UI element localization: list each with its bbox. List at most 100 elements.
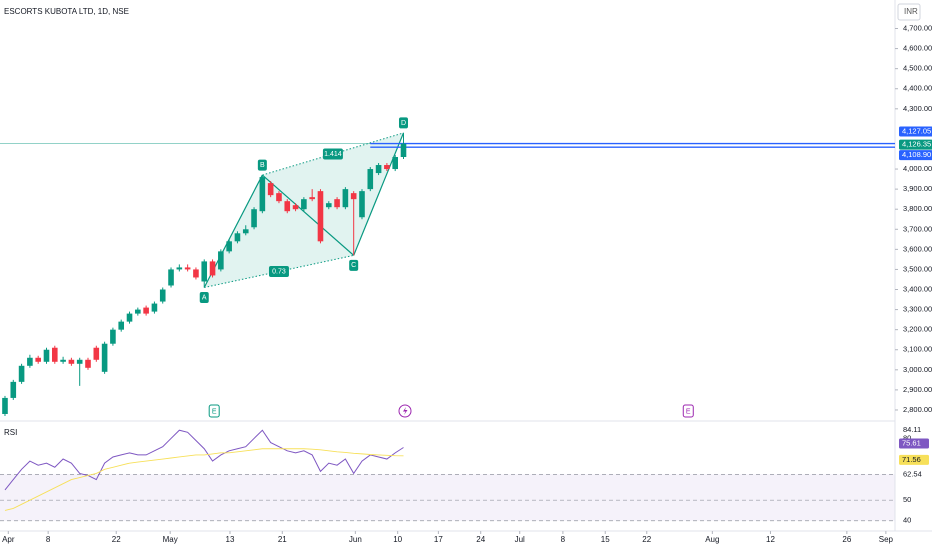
x-tick-label: Apr — [2, 535, 15, 544]
candle-body — [176, 267, 183, 270]
y-tick-label: 4,300.00 — [903, 104, 932, 113]
point-label: C — [351, 262, 356, 269]
point-box — [398, 117, 408, 129]
y-tick-label: 3,600.00 — [903, 244, 932, 253]
y-tick-label: 3,700.00 — [903, 224, 932, 233]
price-tag-label: 4,108.90 — [902, 150, 931, 159]
candle-body — [118, 321, 125, 330]
x-tick-label: Aug — [705, 535, 719, 544]
price-tag-label: 4,127.05 — [902, 127, 931, 136]
rsi-line — [4, 448, 404, 511]
x-tick-label: Sep — [879, 535, 894, 544]
candle-body — [68, 359, 75, 364]
candle-body — [242, 229, 249, 234]
candle-body — [151, 303, 158, 312]
x-tick-label: 8 — [46, 535, 51, 544]
candle-body — [325, 203, 332, 208]
candle-body — [51, 347, 58, 362]
candle-body — [350, 193, 357, 200]
pattern-ratio-line — [204, 254, 354, 288]
candle-body — [35, 357, 41, 362]
ratio-label: 0.73 — [272, 268, 286, 275]
candle-body — [259, 177, 266, 212]
y-tick-label: 4,500.00 — [903, 64, 932, 73]
y2-tick-label: 62.54 — [903, 469, 922, 478]
candle-body — [267, 183, 274, 196]
candle-body — [342, 189, 349, 208]
event-marker[interactable] — [208, 404, 220, 418]
y2-tick-label: 40 — [903, 516, 911, 525]
y-tick-label: 2,800.00 — [903, 405, 932, 414]
candle-body — [159, 289, 166, 302]
x-tick-label: 12 — [766, 535, 775, 544]
event-label: E — [212, 408, 217, 415]
candle-body — [301, 199, 307, 210]
candle-body — [27, 357, 33, 366]
chart-title: ESCORTS KUBOTA LTD, 1D, NSE — [4, 7, 129, 16]
rsi-tag-label: 71.56 — [902, 455, 921, 464]
candle-body — [126, 313, 133, 322]
ratio-box — [322, 148, 343, 160]
y-tick-label: 3,400.00 — [903, 284, 932, 293]
x-tick-label: May — [163, 535, 178, 544]
candle-body — [10, 381, 17, 398]
rsi-tag — [899, 454, 929, 465]
x-tick-label: 22 — [642, 535, 651, 544]
y-tick-label: 3,300.00 — [903, 305, 932, 314]
y2-tick-label: 84.11 — [903, 425, 921, 434]
x-tick-label: 21 — [278, 535, 287, 544]
candle-body — [18, 365, 25, 382]
candle-body — [193, 269, 199, 278]
point-box — [257, 159, 267, 171]
price-tag — [899, 126, 932, 137]
dividend-icon[interactable] — [398, 404, 412, 418]
y-tick-label: 3,000.00 — [903, 365, 932, 374]
y2-tick-label: 80 — [903, 433, 911, 442]
rsi-title: RSI — [4, 428, 17, 437]
candle-body — [43, 349, 50, 362]
rsi-tag-label: 75.61 — [902, 438, 921, 447]
candle-body — [135, 309, 141, 314]
x-tick-label: 8 — [561, 535, 566, 544]
rsi-tag — [899, 438, 929, 449]
point-label: B — [260, 162, 265, 169]
event-bolt — [403, 407, 408, 415]
candle-body — [76, 359, 83, 364]
ratio-label: 1.414 — [324, 151, 342, 158]
point-label: D — [401, 120, 406, 127]
candle-body — [93, 347, 100, 360]
point-box — [199, 292, 209, 304]
x-tick-label: 13 — [226, 535, 235, 544]
currency-box[interactable] — [897, 3, 921, 21]
pattern-leg — [353, 132, 405, 256]
y-tick-label: 2,900.00 — [903, 385, 932, 394]
y-tick-label: 4,400.00 — [903, 84, 932, 93]
candle-body — [359, 191, 365, 218]
rsi-line — [4, 429, 404, 491]
candle-body — [234, 233, 241, 242]
y2-tick-label: 50 — [903, 495, 911, 504]
pattern-leg — [261, 174, 355, 256]
candle-body — [218, 251, 224, 270]
y-tick-label: 3,200.00 — [903, 325, 932, 334]
candle-body — [184, 267, 191, 270]
x-tick-label: 15 — [601, 535, 610, 544]
event-label: E — [686, 408, 691, 415]
candle-body — [226, 241, 232, 252]
candle-body — [110, 329, 116, 344]
point-box — [349, 259, 359, 271]
y-tick-label: 4,000.00 — [903, 164, 932, 173]
candle-body — [400, 143, 407, 158]
candle-body — [2, 397, 8, 414]
candle-body — [392, 157, 398, 170]
y-tick-label: 3,900.00 — [903, 184, 932, 193]
rsi-pane — [0, 474, 895, 522]
rsi-band — [0, 474, 895, 521]
candle-body — [309, 197, 315, 200]
price-tag — [899, 139, 932, 150]
pattern-fill — [262, 132, 404, 256]
event-marker[interactable] — [682, 404, 694, 418]
price-tag-label: 4,126.35 — [902, 140, 931, 149]
